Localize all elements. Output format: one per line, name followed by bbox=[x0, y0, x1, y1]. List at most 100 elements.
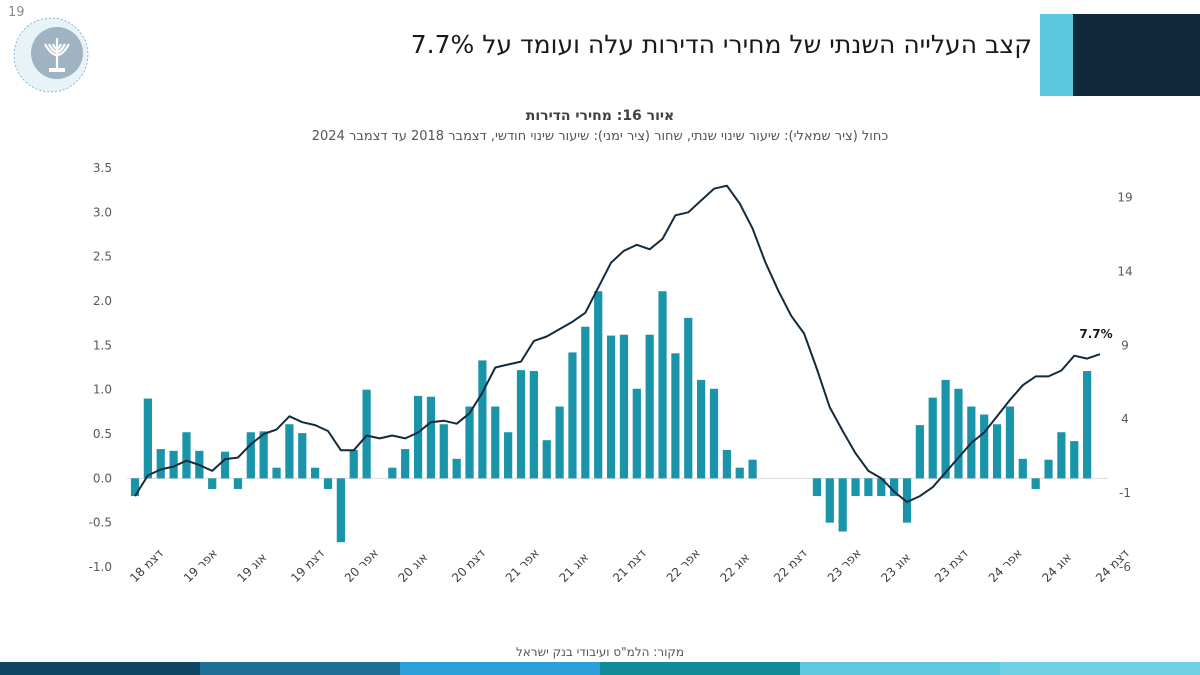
bar bbox=[632, 388, 641, 479]
bar bbox=[516, 370, 526, 479]
left-axis-tick-label: 0.0 bbox=[93, 471, 112, 485]
line-end-label: 7.7% bbox=[1079, 327, 1112, 341]
bar bbox=[143, 398, 152, 479]
footer-segment bbox=[400, 662, 600, 675]
left-axis-tick-label: 1.0 bbox=[93, 383, 112, 397]
x-axis-tick-label: דצמ 21 bbox=[610, 546, 649, 585]
bar bbox=[594, 291, 603, 479]
x-axis-tick-label: אפר 20 bbox=[342, 546, 381, 585]
footer-segment bbox=[200, 662, 400, 675]
bar bbox=[812, 478, 822, 497]
bar bbox=[825, 478, 834, 523]
x-axis-tick-label: אוג 20 bbox=[396, 550, 431, 585]
bar bbox=[542, 440, 551, 479]
line-series bbox=[134, 184, 1101, 503]
bar bbox=[272, 467, 281, 479]
bar bbox=[426, 396, 436, 479]
bar bbox=[941, 379, 950, 479]
x-axis-tick-label: אפר 21 bbox=[503, 546, 542, 585]
x-axis-tick-label: דצמ 20 bbox=[449, 546, 488, 585]
bar bbox=[208, 478, 217, 489]
bar bbox=[838, 478, 847, 532]
slide-number: 19 bbox=[8, 5, 25, 20]
bar bbox=[568, 352, 577, 479]
right-axis-tick-label: 4 bbox=[1121, 412, 1129, 426]
bar bbox=[182, 432, 191, 479]
bar bbox=[529, 371, 538, 479]
bar bbox=[851, 478, 860, 497]
bar bbox=[890, 478, 899, 497]
bar bbox=[388, 467, 397, 479]
x-axis-tick-label: דצמ 23 bbox=[932, 546, 971, 585]
bar bbox=[311, 467, 320, 479]
bar bbox=[465, 406, 474, 479]
bar bbox=[1005, 406, 1015, 479]
x-axis-tick-label: דצמ 22 bbox=[771, 546, 810, 585]
bar bbox=[491, 406, 500, 479]
bar bbox=[130, 478, 140, 497]
bar bbox=[233, 478, 243, 489]
footer-segment bbox=[1000, 662, 1200, 675]
bar bbox=[478, 360, 487, 479]
chart-source: מקור: הלמ"ס ועיבודי בנק ישראל bbox=[515, 645, 685, 659]
chart-title: איור 16: מחירי הדירות bbox=[525, 108, 675, 124]
bar bbox=[671, 353, 680, 479]
bar bbox=[452, 458, 461, 479]
bar bbox=[504, 432, 513, 479]
bar bbox=[220, 451, 230, 479]
bar bbox=[413, 395, 423, 479]
footer-segment bbox=[800, 662, 1000, 675]
bar bbox=[697, 379, 706, 479]
bar bbox=[581, 326, 590, 479]
bar bbox=[735, 467, 744, 479]
x-axis-tick-label: אוג 24 bbox=[1039, 550, 1074, 585]
bar bbox=[439, 424, 448, 479]
left-axis-tick-label: 3.5 bbox=[93, 161, 112, 175]
bar bbox=[980, 414, 989, 479]
left-axis-tick-label: 1.5 bbox=[93, 338, 112, 352]
bar bbox=[298, 433, 307, 479]
bar bbox=[748, 459, 757, 479]
x-axis-tick-label: דצמ 18 bbox=[127, 546, 166, 585]
left-axis-tick-label: 0.5 bbox=[93, 427, 112, 441]
bar bbox=[1070, 441, 1079, 479]
bar bbox=[619, 334, 629, 479]
x-axis-tick-label: אוג 21 bbox=[556, 550, 591, 585]
bar bbox=[1031, 478, 1040, 489]
x-axis-tick-label: אפר 19 bbox=[181, 546, 220, 585]
bar bbox=[928, 397, 937, 479]
left-axis-tick-label: 2.5 bbox=[93, 250, 112, 264]
corner-accent-light bbox=[1040, 14, 1074, 96]
bar bbox=[285, 424, 294, 479]
bar bbox=[658, 291, 667, 479]
bar bbox=[684, 317, 693, 479]
bar bbox=[323, 478, 333, 489]
left-axis-tick-label: -0.5 bbox=[89, 516, 112, 530]
bar bbox=[336, 478, 345, 543]
bar bbox=[864, 478, 873, 497]
right-axis-tick-label: -1 bbox=[1119, 486, 1131, 500]
slide-title: קצב העלייה השנתי של מחירי הדירות עלה ועו… bbox=[410, 30, 1032, 59]
bar bbox=[362, 389, 371, 479]
bar bbox=[722, 449, 731, 479]
bar bbox=[169, 450, 178, 479]
bar bbox=[259, 431, 268, 479]
bar bbox=[877, 478, 886, 497]
bar bbox=[1057, 432, 1066, 479]
x-axis-tick-label: דצמ 19 bbox=[288, 546, 327, 585]
footer-segment bbox=[0, 662, 200, 675]
chart-subtitle: כחול (ציר שמאלי): שיעור שינוי שנתי, שחור… bbox=[311, 129, 889, 144]
bar bbox=[1083, 371, 1092, 479]
bar bbox=[645, 334, 654, 479]
right-axis-tick-label: 14 bbox=[1117, 264, 1132, 278]
bar bbox=[246, 432, 255, 479]
x-axis-tick-label: אפר 22 bbox=[664, 546, 703, 585]
bar bbox=[606, 335, 616, 479]
bar bbox=[709, 388, 719, 479]
x-axis-tick-label: אוג 22 bbox=[717, 550, 752, 585]
bar bbox=[156, 449, 165, 479]
bar bbox=[1044, 459, 1053, 479]
left-axis-tick-label: 2.0 bbox=[93, 294, 112, 308]
bar bbox=[992, 424, 1002, 479]
